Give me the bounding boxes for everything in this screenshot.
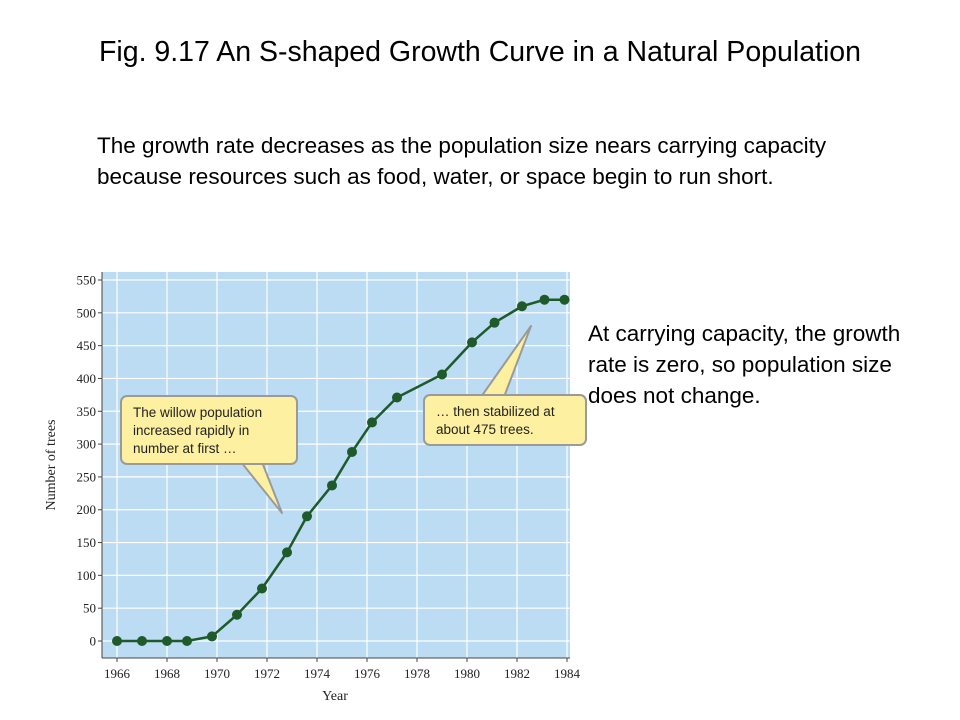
x-tick-label: 1970 [204, 666, 230, 681]
x-tick-label: 1968 [154, 666, 180, 681]
data-point [347, 446, 357, 457]
callouts: The willow population increased rapidly i… [120, 325, 587, 514]
x-tick-label: 1978 [404, 666, 430, 681]
data-point [257, 583, 267, 594]
callout-rapid-growth-text-line: number at first … [133, 441, 237, 456]
callout-rapid-growth-text-line: The willow population [133, 405, 262, 420]
data-point [367, 417, 377, 428]
data-point [517, 301, 527, 312]
callout-stabilized-box [423, 394, 587, 446]
y-tick-label: 250 [77, 469, 97, 484]
slide-title: Fig. 9.17 An S-shaped Growth Curve in a … [98, 36, 861, 68]
y-tick-label: 550 [77, 273, 97, 288]
y-tick-label: 0 [90, 634, 97, 649]
data-point [207, 631, 217, 642]
data-point [232, 609, 242, 620]
y-tick-label: 50 [83, 601, 96, 616]
data-point [489, 317, 500, 328]
data-point [137, 636, 147, 646]
data-point [437, 369, 447, 380]
y-tick-label: 350 [77, 404, 97, 419]
x-tick-label: 1980 [454, 666, 480, 681]
intro-text: The growth rate decreases as the populat… [97, 133, 827, 189]
data-point [559, 294, 570, 305]
callout-rapid-growth-text-line: increased rapidly in [133, 423, 249, 438]
y-tick-label: 450 [77, 338, 97, 353]
y-tick-label: 100 [77, 568, 97, 583]
x-tick-label: 1982 [504, 666, 530, 681]
data-point [282, 547, 292, 558]
callout-rapid-growth: The willow population increased rapidly i… [120, 395, 298, 514]
x-tick-label: 1974 [304, 666, 331, 681]
callout-stabilized: … then stabilized at about 475 trees. [423, 325, 587, 446]
data-point [539, 294, 550, 305]
y-tick-label: 400 [77, 371, 97, 386]
y-tick-label: 500 [77, 305, 97, 320]
callout-rapid-growth-box [120, 395, 298, 465]
x-tick-label: 1972 [254, 666, 280, 681]
y-tick-label: 200 [77, 502, 97, 517]
x-axis-title: Year [322, 689, 348, 704]
side-text: At carrying capacity, the growth rate is… [588, 321, 901, 408]
data-point [392, 392, 402, 403]
x-tick-label: 1966 [104, 666, 131, 681]
data-point [327, 480, 337, 491]
callout-stabilized-text-line: … then stabilized at [436, 404, 555, 419]
series-layer [112, 294, 570, 646]
tick-labels: 0 50 100 150 200 250 300 350 400 450 500 550 1966 196… [77, 273, 581, 682]
x-tick-label: 1976 [354, 666, 381, 681]
data-point [112, 636, 122, 646]
data-point [302, 511, 312, 522]
data-point [182, 636, 192, 646]
callout-stabilized-text-line: about 475 trees. [436, 422, 534, 437]
y-tick-label: 150 [77, 535, 97, 550]
data-point [162, 636, 172, 646]
x-tick-label: 1984 [554, 666, 581, 681]
data-point [467, 337, 477, 348]
y-tick-label: 300 [77, 437, 97, 452]
y-axis-title: Number of trees [44, 420, 59, 511]
axes [98, 272, 570, 662]
